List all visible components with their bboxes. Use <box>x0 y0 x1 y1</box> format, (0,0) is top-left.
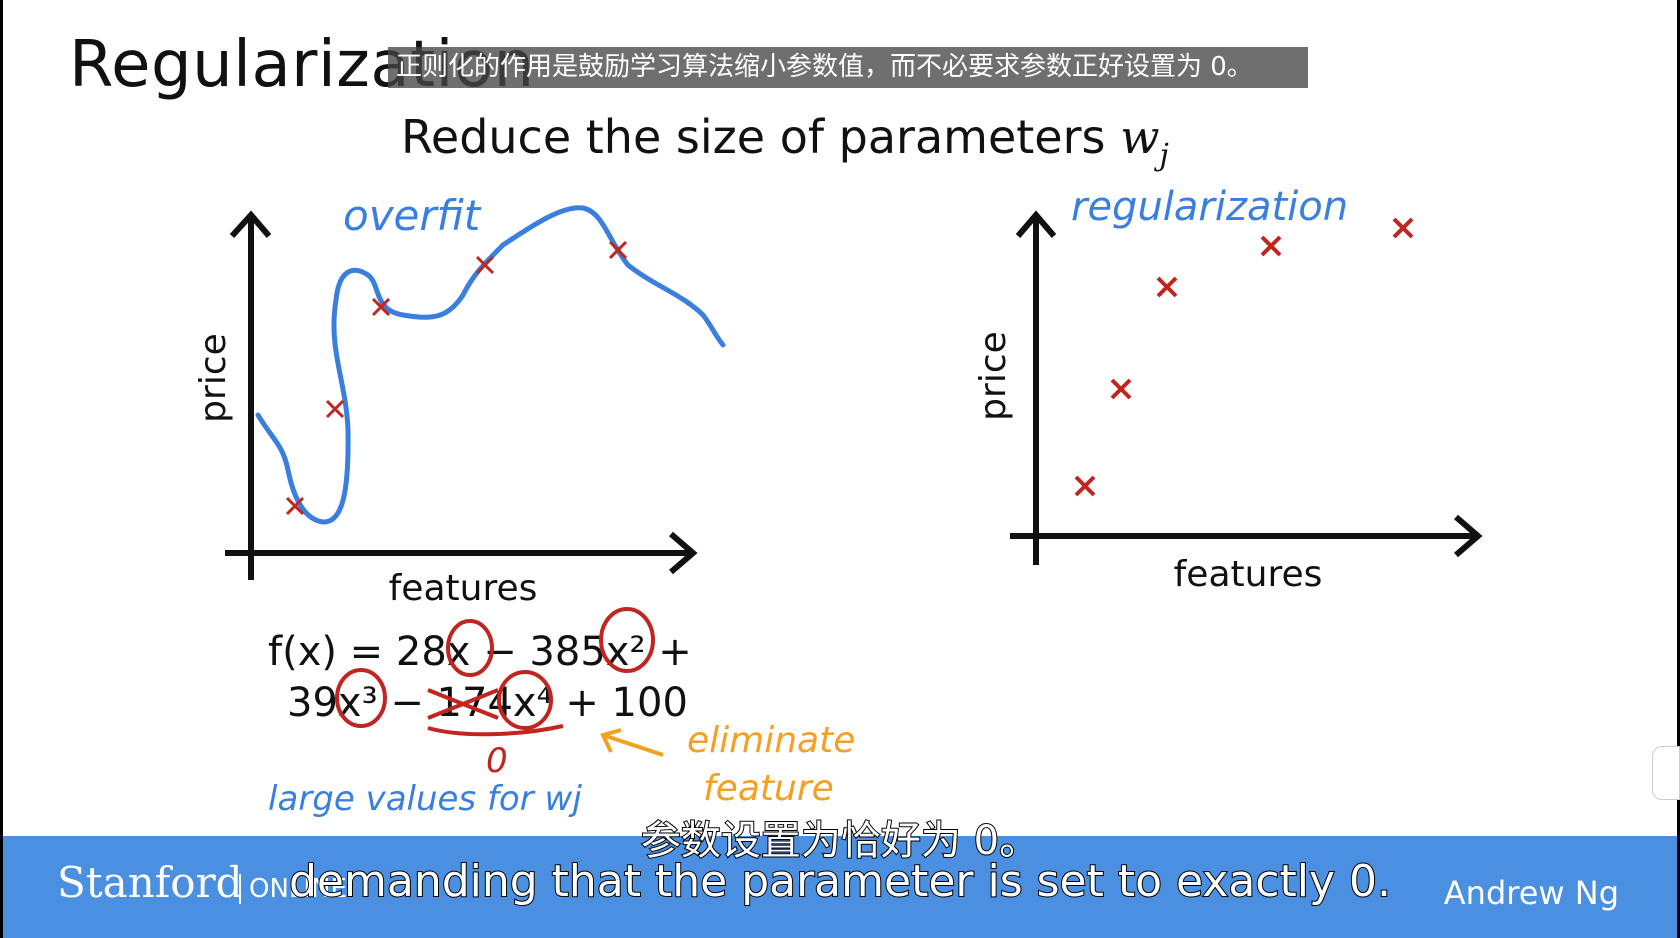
right-y-arrow <box>1015 210 1057 238</box>
left-point-3 <box>371 297 391 317</box>
eliminate-annotation: eliminate <box>687 720 855 761</box>
right-ylabel: price <box>973 331 1014 421</box>
left-point-2 <box>325 399 345 419</box>
strike-2 <box>427 688 499 720</box>
left-point-4 <box>475 255 495 275</box>
large-values-annotation: large values for wj <box>268 779 582 819</box>
author-name: Andrew Ng <box>1443 874 1619 912</box>
right-xlabel: features <box>1174 554 1323 595</box>
circle-x <box>446 619 494 677</box>
stanford-logo: Stanford <box>57 858 243 907</box>
feature-annotation: feature <box>703 768 834 809</box>
subtitle-subscript: j <box>1159 138 1169 173</box>
slide-subtitle: Reduce the size of parameters wj <box>401 110 1169 173</box>
equation-line-2: 39x³ − 174x⁴ + 100 <box>287 680 688 726</box>
subtitle-text: Reduce the size of parameters <box>401 110 1106 164</box>
left-point-5 <box>608 240 628 260</box>
subtitle-zh: 参数设置为恰好为 0。 <box>640 817 1040 865</box>
side-panel-handle[interactable] <box>1652 746 1680 800</box>
top-caption: 正则化的作用是鼓励学习算法缩小参数值，而不必要求参数正好设置为 0。 <box>388 47 1308 88</box>
right-point-3 <box>1156 276 1178 298</box>
left-point-1 <box>285 496 305 516</box>
brace <box>427 724 564 737</box>
arrow-head <box>600 728 622 753</box>
slide: Regularization Reduce the size of parame… <box>3 0 1677 836</box>
left-plot: price features overfit <box>193 191 726 609</box>
circle-x3 <box>335 668 387 728</box>
right-point-4 <box>1260 235 1282 257</box>
right-x-arrow <box>1454 514 1483 558</box>
left-ylabel: price <box>193 333 234 423</box>
right-point-5 <box>1392 217 1414 239</box>
left-y-arrow <box>229 210 272 239</box>
right-markers <box>1074 217 1414 497</box>
slide-drawing: price features overfit price features re… <box>193 184 1483 819</box>
left-xlabel: features <box>389 568 538 609</box>
overfit-annotation: overfit <box>343 191 482 240</box>
footer-bar: Stanford ONLINE Andrew Ng <box>3 836 1677 938</box>
equation-line-1: f(x) = 28x − 385x² + <box>268 629 692 675</box>
subtitle-symbol: w <box>1120 110 1160 164</box>
circle-x2 <box>599 607 655 673</box>
overfit-curve <box>255 205 726 525</box>
zero-annotation: 0 <box>486 741 508 781</box>
right-point-1 <box>1074 475 1096 497</box>
left-x-arrow <box>669 531 698 575</box>
right-plot: price features regularization <box>973 184 1483 595</box>
left-markers <box>285 240 628 516</box>
subtitle-en: demanding that the parameter is set to e… <box>288 855 1392 908</box>
right-point-2 <box>1110 378 1132 400</box>
arrow-shaft <box>602 733 664 757</box>
equation: f(x) = 28x − 385x² + 39x³ − 174x⁴ + 100 … <box>268 607 855 819</box>
circle-x4 <box>497 670 553 730</box>
online-label: ONLINE <box>239 874 347 904</box>
regularization-annotation: regularization <box>1071 184 1348 230</box>
